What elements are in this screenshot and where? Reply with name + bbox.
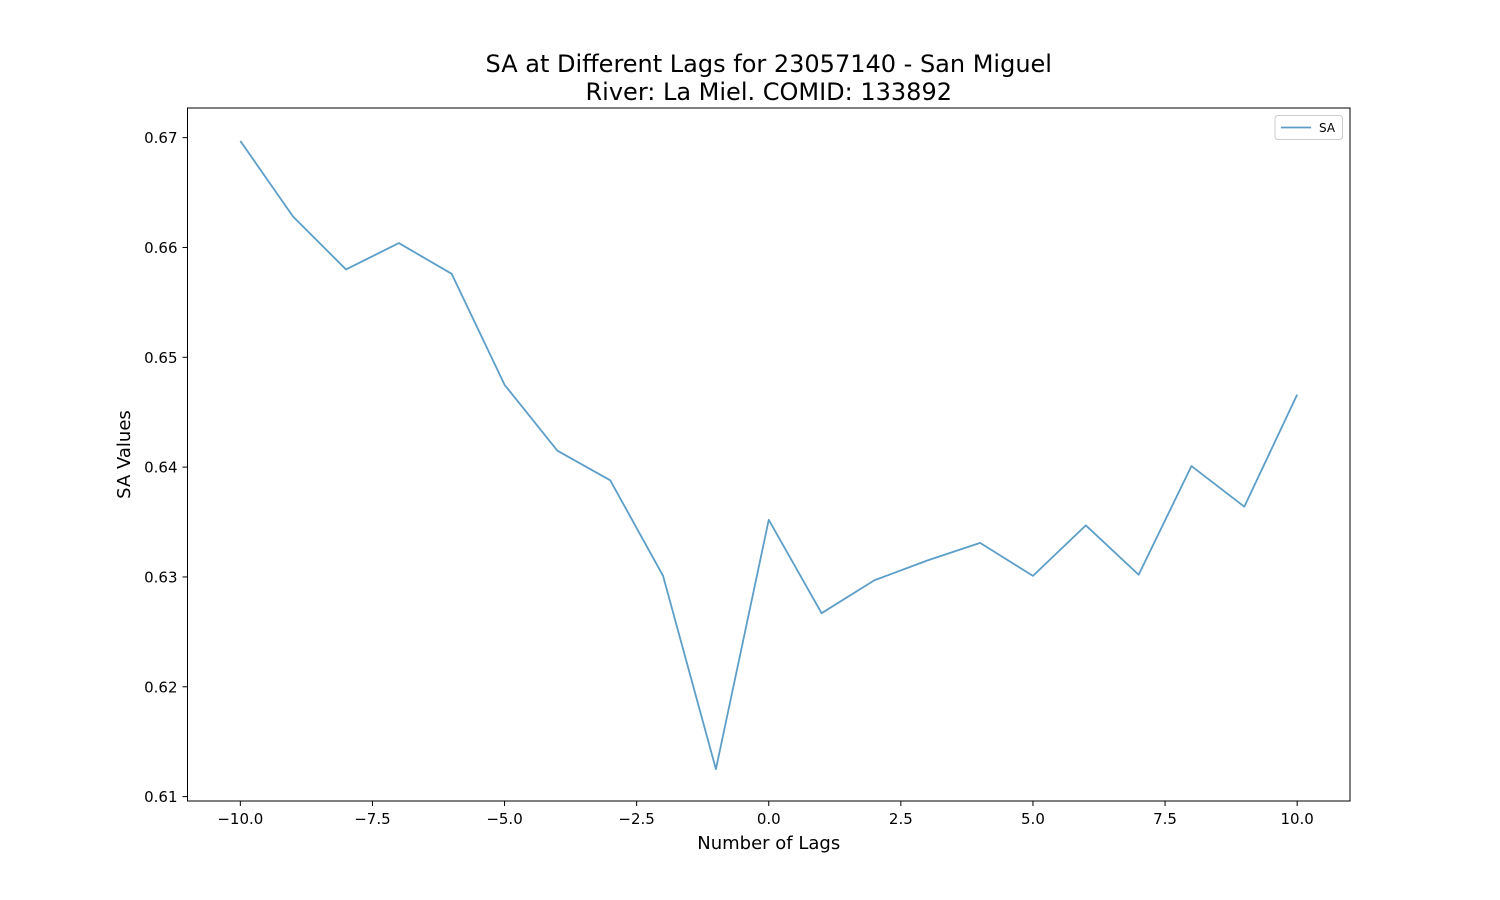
y-tick-label: 0.64 — [144, 459, 177, 477]
chart-title-line-1: SA at Different Lags for 23057140 - San … — [486, 50, 1052, 78]
x-tick-label: 10.0 — [1280, 810, 1313, 828]
plot-area — [187, 108, 1350, 801]
y-tick-label: 0.62 — [144, 678, 177, 696]
y-tick-label: 0.63 — [144, 568, 177, 586]
x-tick-label: −5.0 — [486, 810, 522, 828]
y-axis-label: SA Values — [114, 410, 135, 499]
y-axis-ticks: 0.61 0.62 0.63 0.64 0.65 0.66 0.67 — [144, 129, 188, 806]
x-axis-label: Number of Lags — [697, 833, 840, 854]
legend-label-sa: SA — [1319, 121, 1336, 135]
x-tick-label: −10.0 — [217, 810, 263, 828]
x-tick-label: −7.5 — [354, 810, 390, 828]
chart-title-line-2: River: La Miel. COMID: 133892 — [586, 78, 953, 106]
y-tick-label: 0.67 — [144, 129, 177, 147]
y-tick-label: 0.66 — [144, 239, 177, 257]
x-tick-label: −2.5 — [618, 810, 654, 828]
y-tick-label: 0.65 — [144, 349, 177, 367]
legend: SA — [1274, 115, 1343, 140]
y-tick-label: 0.61 — [144, 788, 177, 806]
x-tick-label: 7.5 — [1153, 810, 1177, 828]
series-line-sa — [239, 140, 1298, 771]
x-tick-label: 2.5 — [889, 810, 913, 828]
x-tick-label: 5.0 — [1021, 810, 1045, 828]
x-tick-label: 0.0 — [757, 810, 781, 828]
series-layer — [239, 140, 1298, 771]
x-axis-ticks: −10.0 −7.5 −5.0 −2.5 0.0 2.5 5.0 7.5 10.0 — [217, 801, 1314, 828]
